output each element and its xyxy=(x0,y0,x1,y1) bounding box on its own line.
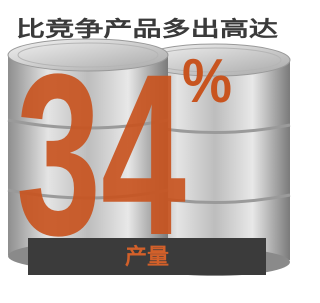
infographic: 比竞争产品多出高达 34 % 产量 xyxy=(0,0,295,303)
page: 比竞争产品多出高达 34 % 产量 (() => { const data = … xyxy=(0,0,295,303)
figure-unit: % xyxy=(182,47,232,116)
label: 产量 xyxy=(125,245,169,270)
